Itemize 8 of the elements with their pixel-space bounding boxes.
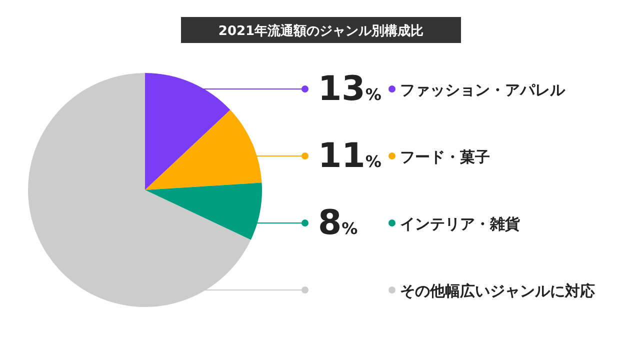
data-label: 13%	[318, 69, 382, 109]
data-label: 8%	[318, 203, 358, 243]
chart-title: 2021年流通額のジャンル別構成比	[218, 23, 424, 39]
legend-label: ファッション・アパレル	[400, 81, 566, 99]
data-label: 11%	[318, 136, 382, 176]
legend-label: インテリア・雑貨	[400, 215, 520, 233]
legend-label: その他幅広いジャンルに対応	[400, 282, 595, 300]
legend-label: フード・菓子	[400, 148, 490, 166]
